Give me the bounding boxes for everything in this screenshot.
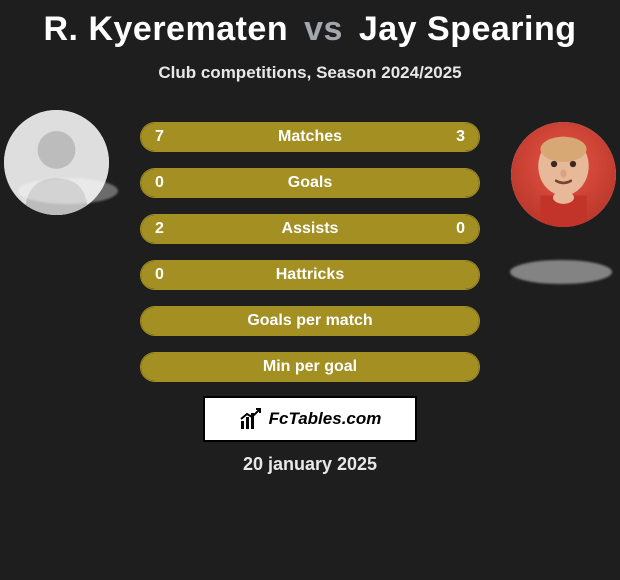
bar-assists-value-right: 0: [456, 215, 465, 243]
stat-bars: 7 Matches 3 0 Goals 2 Assists 0 0 Hattri…: [140, 122, 480, 398]
bar-goals-label: Goals: [141, 169, 479, 197]
player2-shadow: [510, 260, 612, 284]
player1-shadow: [18, 178, 118, 204]
title-vs: vs: [298, 10, 349, 48]
bar-hattricks-label: Hattricks: [141, 261, 479, 289]
subtitle: Club competitions, Season 2024/2025: [0, 63, 620, 83]
bar-goals: 0 Goals: [140, 168, 480, 198]
bar-min-per-goal: Min per goal: [140, 352, 480, 382]
bar-assists: 2 Assists 0: [140, 214, 480, 244]
player2-face-icon: [511, 122, 616, 227]
bar-matches-value-right: 3: [456, 123, 465, 151]
bar-matches-label: Matches: [141, 123, 479, 151]
player1-name: R. Kyerematen: [44, 10, 289, 48]
fctables-logo-icon: [239, 407, 263, 431]
source-badge-text: FcTables.com: [269, 409, 382, 429]
date-label: 20 january 2025: [0, 454, 620, 475]
comparison-title: R. Kyerematen vs Jay Spearing: [0, 0, 620, 49]
bar-hattricks: 0 Hattricks: [140, 260, 480, 290]
bar-gpm-label: Goals per match: [141, 307, 479, 335]
bar-matches: 7 Matches 3: [140, 122, 480, 152]
player2-avatar: [511, 122, 616, 227]
bar-assists-label: Assists: [141, 215, 479, 243]
bar-goals-per-match: Goals per match: [140, 306, 480, 336]
player2-name: Jay Spearing: [359, 10, 577, 48]
source-badge: FcTables.com: [203, 396, 417, 442]
bar-mpg-label: Min per goal: [141, 353, 479, 381]
